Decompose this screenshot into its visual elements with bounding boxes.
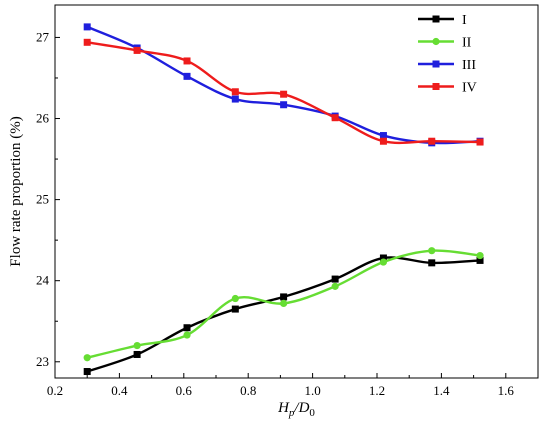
- x-axis-title-main: H: [277, 400, 290, 416]
- point-I-5: [331, 275, 339, 283]
- point-I-8: [476, 256, 484, 264]
- legend-marker-III: [432, 60, 440, 68]
- point-II-5: [331, 282, 339, 290]
- point-IV-7: [428, 137, 436, 145]
- x-tick-label-7: 1.6: [498, 383, 515, 398]
- y-tick-label-0: 23: [36, 354, 49, 369]
- point-III-3: [231, 95, 239, 103]
- legend-label-IV: IV: [462, 81, 477, 96]
- plot-frame: [54, 4, 539, 379]
- point-IV-4: [280, 90, 288, 98]
- point-II-8: [476, 251, 484, 260]
- point-II-2: [183, 331, 191, 339]
- x-tick-label-3: 0.8: [240, 383, 256, 398]
- y-tick-label-1: 24: [36, 273, 50, 288]
- legend-marker-I: [432, 15, 440, 23]
- x-tick-label-2: 0.6: [176, 383, 193, 398]
- point-II-0: [83, 354, 91, 362]
- point-II-7: [428, 247, 436, 255]
- point-IV-6: [379, 137, 387, 145]
- point-I-2: [183, 324, 191, 332]
- point-III-6: [379, 132, 387, 140]
- point-I-3: [231, 305, 239, 313]
- series-layer: [83, 23, 484, 376]
- x-tick-label-4: 1.0: [304, 383, 320, 398]
- x-tick-label-0: 0.2: [47, 383, 63, 398]
- ticks-layer: 0.2 0.4 0.6 0.8 1.0 1.2 1.4 1.6 23 24 25 26 27: [36, 29, 539, 398]
- legend-marker-II: [432, 37, 440, 46]
- series-II: [83, 247, 484, 362]
- y-axis-title: Flow rate proportion (%): [8, 116, 24, 266]
- series-line-I: [86, 256, 481, 373]
- point-IV-8: [476, 138, 484, 146]
- point-III-2: [183, 72, 191, 80]
- legend-item-I: I: [418, 13, 467, 28]
- point-I-7: [428, 259, 436, 267]
- legend-item-III: III: [418, 58, 476, 73]
- point-II-1: [133, 341, 141, 350]
- legend-item-II: II: [418, 36, 472, 51]
- series-IV: [83, 38, 484, 146]
- x-axis-title-sub1: p: [288, 407, 295, 419]
- point-IV-3: [231, 88, 239, 96]
- point-IV-5: [331, 114, 339, 122]
- legend-label-III: III: [462, 58, 476, 73]
- point-IV-1: [133, 46, 141, 54]
- point-III-4: [280, 101, 288, 109]
- x-axis-title-sep: /D: [293, 400, 309, 416]
- point-I-6: [379, 254, 387, 262]
- point-II-4: [280, 299, 288, 307]
- point-I-1: [133, 350, 141, 358]
- x-tick-label-5: 1.2: [369, 383, 385, 398]
- legend-label-I: I: [462, 13, 467, 28]
- point-III-0: [83, 23, 91, 31]
- x-axis-title: Hp/D0: [277, 400, 315, 419]
- series-line-III: [86, 25, 481, 145]
- y-tick-label-2: 25: [36, 192, 49, 207]
- legend-item-IV: IV: [418, 81, 477, 96]
- point-II-3: [231, 294, 239, 303]
- y-tick-label-4: 27: [36, 29, 50, 44]
- point-I-0: [83, 368, 91, 376]
- point-IV-0: [83, 38, 91, 46]
- point-I-4: [280, 293, 288, 301]
- legend-marker-IV: [432, 83, 440, 90]
- x-axis-title-sub2: 0: [309, 407, 315, 419]
- series-I: [83, 254, 484, 376]
- y-tick-label-3: 26: [36, 111, 50, 126]
- point-IV-2: [183, 57, 191, 65]
- x-tick-label-1: 0.4: [111, 383, 128, 398]
- x-tick-label-6: 1.4: [433, 383, 450, 398]
- point-II-6: [379, 258, 388, 266]
- legend-label-II: II: [462, 36, 472, 51]
